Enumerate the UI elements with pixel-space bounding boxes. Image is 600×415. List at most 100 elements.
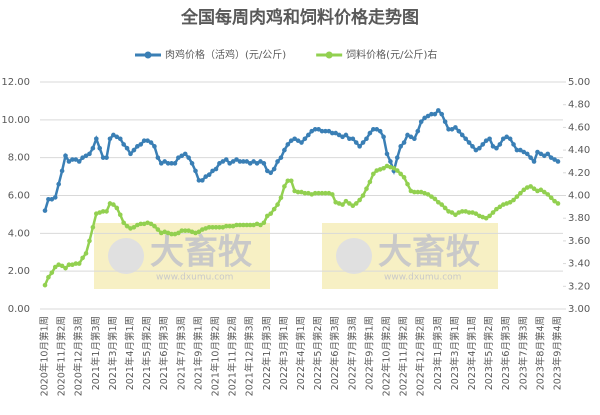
y2-tick-label: 4.60 (568, 122, 590, 133)
x-tick-label: 2021年9月第1周 (192, 316, 204, 390)
data-point (333, 130, 339, 136)
data-point (52, 195, 58, 200)
data-point (381, 165, 386, 171)
data-point (453, 212, 458, 218)
data-point (542, 189, 547, 195)
data-point (405, 181, 410, 187)
data-point (124, 145, 130, 151)
data-point (237, 222, 243, 228)
data-point (210, 168, 215, 174)
data-point (309, 128, 315, 134)
data-point (42, 282, 48, 288)
data-point (145, 138, 150, 143)
data-point (347, 136, 352, 142)
data-point (316, 126, 321, 132)
legend-label: 饲料价格(元/公斤)右 (346, 48, 437, 61)
data-point (169, 161, 174, 166)
data-point (241, 159, 246, 164)
data-point (329, 130, 335, 136)
data-point (439, 202, 445, 207)
data-point (288, 138, 294, 143)
data-point (401, 140, 407, 145)
y2-tick-label: 3.60 (568, 236, 590, 247)
data-point (261, 161, 267, 166)
data-point (247, 161, 253, 166)
data-point (59, 263, 65, 269)
data-point (42, 208, 48, 213)
data-point (182, 151, 188, 157)
data-point (258, 159, 263, 164)
data-point (49, 270, 55, 275)
data-point (162, 159, 167, 164)
data-point (319, 128, 325, 134)
data-point (70, 157, 75, 162)
x-tick-label: 2020年10月第1周 (39, 316, 51, 396)
data-point (117, 136, 123, 142)
data-point (360, 193, 366, 198)
data-point (518, 147, 523, 153)
data-point (528, 184, 533, 189)
x-tick-label: 2021年11月第2周 (227, 316, 239, 396)
data-point (394, 155, 400, 160)
y2-tick-label: 3.40 (568, 259, 590, 270)
data-point (66, 262, 72, 268)
data-point (391, 165, 397, 171)
data-point (179, 228, 185, 233)
data-point (552, 157, 557, 162)
data-point (165, 161, 171, 166)
data-point (436, 108, 441, 113)
data-point (477, 145, 482, 151)
data-point (189, 161, 195, 166)
data-point (200, 178, 205, 183)
data-point (131, 147, 137, 153)
data-point (312, 190, 318, 196)
data-point (405, 132, 410, 138)
y-tick-label: 10.00 (1, 115, 30, 126)
data-point (336, 132, 342, 138)
y-tick-label: 2.00 (8, 266, 30, 277)
data-point (329, 192, 335, 197)
data-point (306, 132, 311, 138)
data-point (548, 155, 554, 160)
data-point (343, 198, 349, 204)
data-point (381, 134, 386, 140)
data-point (117, 212, 123, 218)
data-point (73, 157, 79, 162)
data-point (237, 159, 243, 164)
data-point (514, 147, 520, 153)
data-point (186, 155, 191, 160)
x-tick-label: 2023年8月第4周 (534, 316, 546, 390)
data-point (206, 224, 212, 230)
data-point (97, 145, 103, 151)
data-point (425, 192, 431, 197)
y2-tick-label: 5.00 (568, 77, 590, 88)
data-point (422, 115, 427, 121)
data-point (535, 149, 540, 155)
data-point (83, 153, 89, 159)
data-point (326, 128, 332, 134)
data-point (176, 230, 181, 236)
data-point (323, 190, 328, 196)
data-point (49, 196, 55, 202)
x-tick-label: 2023年4月第1周 (466, 316, 478, 390)
data-point (258, 222, 263, 228)
x-tick-label: 2022年5月第2周 (312, 316, 324, 390)
data-point (83, 251, 89, 256)
data-point (473, 147, 479, 153)
watermark-url: www.dxumu.com (384, 273, 461, 283)
x-tick-label: 2021年5月第2周 (141, 316, 153, 390)
data-point (241, 222, 246, 228)
data-point (514, 194, 520, 199)
data-point (114, 205, 120, 211)
data-point (100, 209, 106, 214)
data-point (121, 220, 126, 226)
data-point (384, 151, 390, 157)
data-point (141, 138, 147, 143)
data-point (449, 210, 455, 215)
y2-tick-label: 3.80 (568, 213, 590, 224)
data-point (179, 153, 185, 159)
legend-label: 肉鸡价格（活鸡）(元/公斤) (165, 48, 286, 61)
data-point (470, 144, 475, 149)
y-tick-label: 0.00 (8, 304, 30, 315)
data-point (107, 136, 113, 142)
